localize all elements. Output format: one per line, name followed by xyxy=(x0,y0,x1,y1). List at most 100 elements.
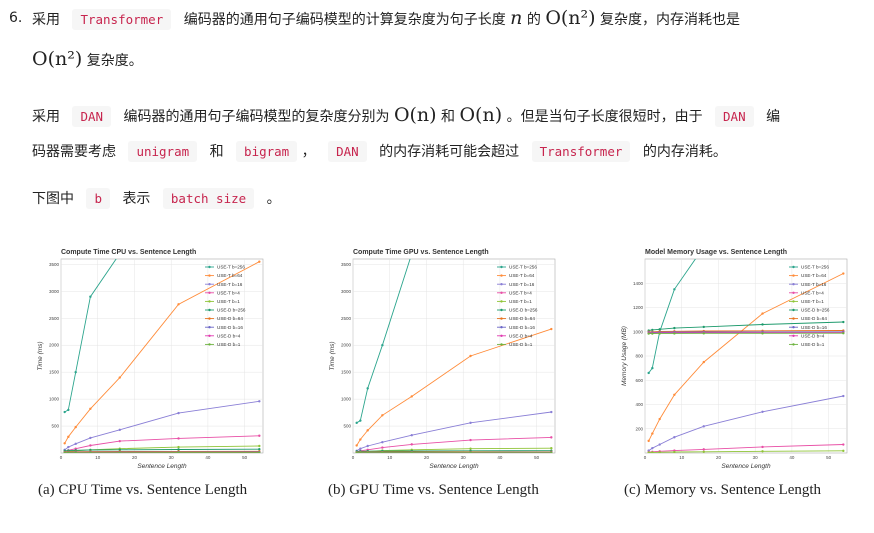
data-point xyxy=(89,407,92,411)
data-point xyxy=(89,295,92,298)
data-point xyxy=(469,451,472,453)
legend-marker xyxy=(792,283,795,286)
data-point xyxy=(74,451,77,453)
text: 表示 xyxy=(122,191,151,207)
data-point xyxy=(651,451,654,453)
data-point xyxy=(258,400,261,403)
x-tick-label: 10 xyxy=(95,455,101,460)
y-tick-label: 1400 xyxy=(633,281,644,286)
legend-marker xyxy=(792,300,795,303)
x-tick-label: 0 xyxy=(352,455,355,460)
legend-label: USE-T b=16 xyxy=(801,282,827,287)
text: 和 xyxy=(441,109,456,125)
text: 码器需要考虑 xyxy=(32,144,116,160)
x-tick-label: 50 xyxy=(242,455,248,460)
x-tick-label: 0 xyxy=(60,455,63,460)
text: 编 xyxy=(766,109,781,125)
legend-marker xyxy=(500,265,503,269)
data-point xyxy=(658,332,661,335)
legend-marker xyxy=(500,274,503,277)
data-point xyxy=(647,439,650,443)
y-tick-label: 2500 xyxy=(49,316,60,321)
data-point xyxy=(702,425,705,428)
data-point xyxy=(366,429,369,432)
text: 编码器的通用句子编码模型的计算复杂度为句子长度 xyxy=(183,12,506,28)
text: 和 xyxy=(209,144,224,160)
code-dan-3: DAN xyxy=(328,141,367,162)
data-point xyxy=(651,328,654,332)
y-tick-label: 3000 xyxy=(49,289,60,294)
data-point xyxy=(550,327,553,331)
data-point xyxy=(673,436,676,439)
data-point xyxy=(67,451,70,453)
data-point xyxy=(550,446,553,450)
data-point xyxy=(258,260,261,263)
data-point xyxy=(761,450,764,453)
x-axis-label: Sentence Length xyxy=(721,463,771,470)
data-point xyxy=(355,451,358,453)
data-point xyxy=(651,446,654,450)
list-number: 6. xyxy=(9,10,23,26)
data-point xyxy=(355,444,358,447)
data-point xyxy=(258,434,261,437)
y-tick-label: 2000 xyxy=(49,343,60,348)
data-point xyxy=(381,344,384,347)
data-point xyxy=(550,436,553,439)
x-tick-label: 20 xyxy=(424,455,430,460)
text: ， xyxy=(301,144,316,160)
data-point xyxy=(177,437,180,440)
data-point xyxy=(673,326,676,330)
y-tick-label: 400 xyxy=(635,402,643,407)
legend-label: USE-D b=64 xyxy=(217,316,243,321)
series-group xyxy=(647,259,845,453)
data-point xyxy=(651,432,654,435)
legend-marker xyxy=(792,326,795,329)
legend-marker xyxy=(792,265,795,269)
data-point xyxy=(381,451,384,453)
legend-label: USE-T b=1 xyxy=(801,299,824,304)
data-point xyxy=(658,328,661,331)
legend-marker xyxy=(208,291,211,294)
data-point xyxy=(761,323,764,326)
data-point xyxy=(469,438,472,442)
data-point xyxy=(410,395,413,398)
math-o-n-2: O(n) xyxy=(459,104,503,126)
y-tick-label: 1500 xyxy=(49,370,60,375)
legend-label: USE-D b=1 xyxy=(801,342,825,347)
y-axis-label: Time (ms) xyxy=(329,341,336,370)
legend-marker xyxy=(500,326,503,329)
chart-gpu-svg: 500 1000 1500 2000 2500 3000 3500 0 10 20 30 40 50 Co… xyxy=(325,243,561,473)
series-group xyxy=(355,259,553,453)
y-tick-label: 1200 xyxy=(633,305,644,310)
data-point xyxy=(177,303,180,306)
legend-marker xyxy=(792,334,795,337)
text: 的 xyxy=(526,12,541,28)
text: 复杂度，内存消耗也是 xyxy=(600,12,741,28)
data-point xyxy=(761,332,764,335)
chart-cpu-svg: 500 1000 1500 2000 2500 3000 3500 0 10 20 30 40 50 Co… xyxy=(33,243,269,473)
legend-label: USE-T b=64 xyxy=(217,273,243,278)
data-point xyxy=(63,410,66,414)
y-tick-label: 500 xyxy=(51,424,59,429)
data-point xyxy=(673,393,676,396)
legend-marker xyxy=(500,343,503,346)
x-tick-label: 0 xyxy=(644,455,647,460)
y-tick-label: 3500 xyxy=(341,262,352,267)
x-tick-label: 30 xyxy=(753,455,759,460)
legend-label: USE-T b=1 xyxy=(217,299,240,304)
chart-cpu-time: 500 1000 1500 2000 2500 3000 3500 0 10 20 30 40 50 Co… xyxy=(33,243,269,473)
legend-marker xyxy=(500,334,503,337)
y-tick-label: 3000 xyxy=(341,289,352,294)
data-point xyxy=(118,448,121,451)
data-point xyxy=(89,451,92,453)
text: 下图中 xyxy=(32,191,74,207)
legend-marker xyxy=(500,308,503,312)
y-tick-label: 1000 xyxy=(341,397,352,402)
legend-label: USE-D b=16 xyxy=(217,325,243,330)
y-tick-label: 3500 xyxy=(49,262,60,267)
legend-label: USE-D b=1 xyxy=(509,342,533,347)
data-point xyxy=(177,448,180,451)
data-point xyxy=(366,444,369,448)
y-tick-label: 1500 xyxy=(341,370,352,375)
y-tick-label: 500 xyxy=(343,424,351,429)
